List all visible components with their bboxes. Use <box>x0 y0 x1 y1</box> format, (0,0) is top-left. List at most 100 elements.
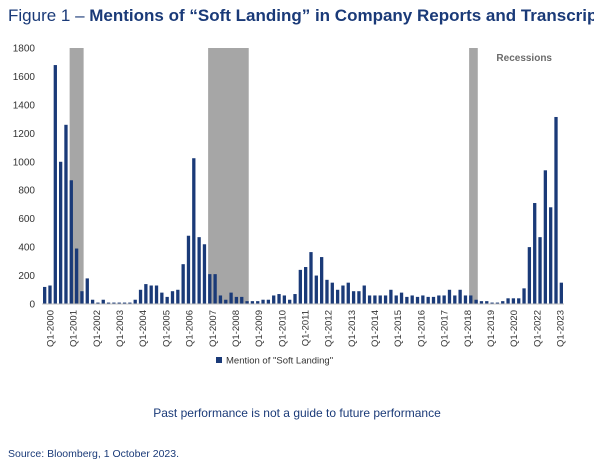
bar-80 <box>463 295 468 304</box>
source-note: Source: Bloomberg, 1 October 2023. <box>8 448 180 460</box>
recession-band-1 <box>69 48 84 304</box>
bar-3 <box>53 65 57 304</box>
bar-88 <box>506 298 510 304</box>
bar-27 <box>181 264 185 304</box>
bar-18 <box>133 299 137 304</box>
x-tick-label: Q1-2011 <box>301 310 312 346</box>
bar-84 <box>485 301 489 304</box>
bar-61 <box>362 285 366 304</box>
bar-21 <box>149 285 153 304</box>
performance-disclaimer: Past performance is not a guide to futur… <box>153 406 441 420</box>
bar-97 <box>554 116 558 304</box>
recession-band-2 <box>208 48 249 304</box>
bar-95 <box>543 170 548 304</box>
bar-49 <box>298 269 302 304</box>
bar-19 <box>138 289 143 304</box>
bar-87 <box>501 301 505 304</box>
bar-64 <box>378 295 382 304</box>
bar-26 <box>176 289 180 304</box>
bar-15 <box>117 302 121 304</box>
x-tick-label: Q1-2018 <box>463 310 474 347</box>
bar-20 <box>144 284 148 304</box>
x-tick-label: Q1-2013 <box>347 310 358 347</box>
x-tick-label: Q1-2005 <box>161 310 172 347</box>
bar-23 <box>160 292 164 304</box>
chart-title-main: Mentions of “Soft Landing” in Company Re… <box>89 6 594 25</box>
bar-93 <box>533 203 537 304</box>
y-tick-label: 600 <box>18 214 35 225</box>
bar-72 <box>421 295 425 304</box>
bar-45 <box>277 294 281 304</box>
chart-title-prefix: Figure 1 – <box>8 6 90 25</box>
bar-59 <box>351 291 356 304</box>
bar-62 <box>367 295 372 304</box>
bar-22 <box>154 285 159 304</box>
x-tick-label: Q1-2020 <box>509 310 520 347</box>
bar-57 <box>341 285 345 304</box>
bar-98 <box>559 282 563 304</box>
y-tick-label: 800 <box>18 186 35 197</box>
bar-74 <box>431 296 436 304</box>
bar-8 <box>80 291 84 304</box>
bar-10 <box>90 299 95 304</box>
bar-76 <box>442 295 446 304</box>
y-tick-label: 1000 <box>13 157 36 168</box>
x-tick-label: Q1-2006 <box>185 310 196 347</box>
bar-16 <box>122 302 127 304</box>
x-tick-label: Q1-2008 <box>231 310 242 347</box>
x-tick-label: Q1-2022 <box>532 310 543 347</box>
bar-48 <box>293 294 297 304</box>
y-tick-label: 400 <box>18 243 35 254</box>
bar-2 <box>48 285 52 304</box>
bar-77 <box>447 289 452 304</box>
bar-90 <box>517 298 521 304</box>
bar-66 <box>389 289 393 304</box>
y-tick-label: 1200 <box>13 129 36 140</box>
bar-46 <box>282 295 287 304</box>
bar-38 <box>240 296 244 304</box>
x-tick-label: Q1-2002 <box>92 310 103 347</box>
bar-40 <box>250 301 255 304</box>
bar-44 <box>272 295 276 304</box>
bar-83 <box>479 301 484 304</box>
bar-92 <box>527 247 532 304</box>
bar-68 <box>399 292 404 304</box>
bar-81 <box>469 295 473 304</box>
bar-69 <box>405 296 409 304</box>
bar-28 <box>186 235 191 304</box>
x-tick-label: Q1-2003 <box>115 310 126 347</box>
bar-71 <box>415 296 420 304</box>
x-tick-label: Q1-2019 <box>486 310 497 347</box>
bar-85 <box>490 302 494 304</box>
bar-24 <box>165 296 169 304</box>
bar-54 <box>325 279 329 304</box>
bar-78 <box>453 295 457 304</box>
bar-chart: Recessions 0 200 400 600 800 1000 1200 1400 1600 1… <box>13 44 567 367</box>
bar-31 <box>202 244 207 304</box>
bar-42 <box>261 299 265 304</box>
y-tick-label: 1400 <box>13 100 36 111</box>
bar-36 <box>229 292 233 304</box>
bar-86 <box>495 302 500 304</box>
bar-13 <box>106 302 111 304</box>
bar-51 <box>309 252 313 304</box>
bar-67 <box>394 295 398 304</box>
x-tick-label: Q1-2016 <box>416 310 427 347</box>
bar-60 <box>357 291 361 304</box>
bar-5 <box>64 124 68 304</box>
x-tick-label: Q1-2010 <box>277 310 288 347</box>
bar-30 <box>197 237 201 304</box>
x-tick-label: Q1-2023 <box>556 310 567 347</box>
bar-96 <box>549 207 553 304</box>
legend-label: Mention of "Soft Landing" <box>226 356 333 367</box>
bar-73 <box>426 296 430 304</box>
bar-94 <box>538 237 542 304</box>
x-tick-label: Q1-2004 <box>138 310 149 347</box>
bar-17 <box>128 302 132 304</box>
x-tick-label: Q1-2012 <box>324 310 335 347</box>
bar-34 <box>218 295 223 304</box>
bar-33 <box>213 274 217 304</box>
bar-79 <box>458 289 462 304</box>
bar-50 <box>304 267 308 304</box>
bar-37 <box>234 296 239 304</box>
